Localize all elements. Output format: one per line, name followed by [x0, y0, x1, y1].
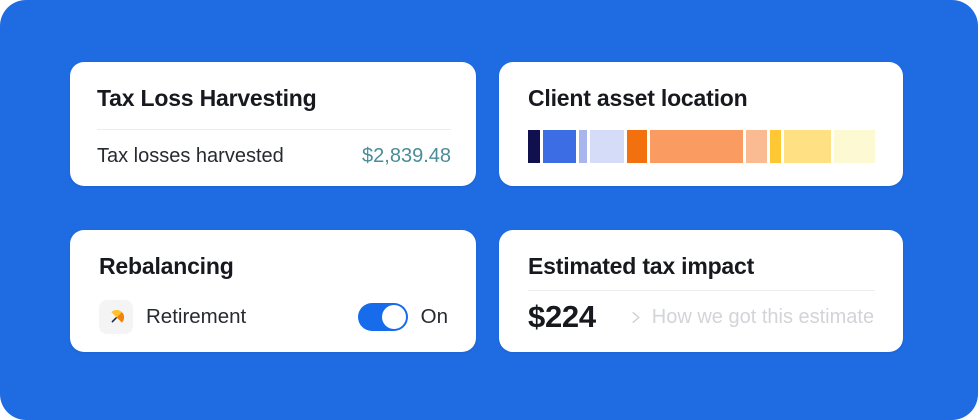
- divider: [97, 129, 451, 130]
- toggle-group: On: [357, 303, 448, 331]
- tax-losses-label: Tax losses harvested: [97, 145, 284, 167]
- bar-segment: [528, 130, 540, 163]
- tax-losses-row: Tax losses harvested $2,839.48: [97, 143, 451, 169]
- estimated-tax-impact-title: Estimated tax impact: [528, 253, 755, 279]
- bar-segment: [578, 130, 588, 163]
- chevron-right-icon: [628, 310, 643, 325]
- account-icon-tile: [99, 300, 133, 334]
- client-asset-location-title: Client asset location: [528, 85, 748, 111]
- tax-loss-harvesting-title: Tax Loss Harvesting: [97, 85, 317, 111]
- rebalancing-row: Retirement On: [99, 300, 448, 334]
- bar-segment: [834, 130, 876, 163]
- bar-segment: [746, 130, 767, 163]
- toggle-knob: [381, 305, 406, 329]
- account-label: Retirement: [146, 305, 247, 328]
- asset-location-bar: [528, 130, 876, 163]
- toggle-state-label: On: [420, 305, 448, 328]
- rebalancing-card: Rebalancing Retirement: [70, 230, 476, 352]
- client-asset-location-card: Client asset location: [499, 62, 903, 186]
- bar-segment: [784, 130, 832, 163]
- rebalancing-title: Rebalancing: [99, 253, 234, 279]
- rebalancing-toggle[interactable]: [357, 303, 408, 331]
- estimated-tax-impact-card: Estimated tax impact $224 How we got thi…: [499, 230, 903, 352]
- card-grid: Tax Loss Harvesting Tax losses harvested…: [70, 62, 903, 352]
- bar-segment: [769, 130, 782, 163]
- estimate-explainer-link[interactable]: How we got this estimate: [628, 306, 874, 329]
- estimate-explainer-label: How we got this estimate: [651, 305, 875, 328]
- tax-impact-row: $224 How we got this estimate: [528, 299, 875, 335]
- bar-segment: [590, 130, 625, 163]
- tax-losses-value: $2,839.48: [362, 145, 451, 167]
- umbrella-icon: [110, 309, 124, 323]
- tax-impact-amount: $224: [528, 299, 596, 334]
- bar-segment: [627, 130, 647, 163]
- divider: [528, 290, 875, 291]
- bar-segment: [542, 130, 576, 163]
- tax-loss-harvesting-card: Tax Loss Harvesting Tax losses harvested…: [70, 62, 476, 186]
- bar-segment: [649, 130, 744, 163]
